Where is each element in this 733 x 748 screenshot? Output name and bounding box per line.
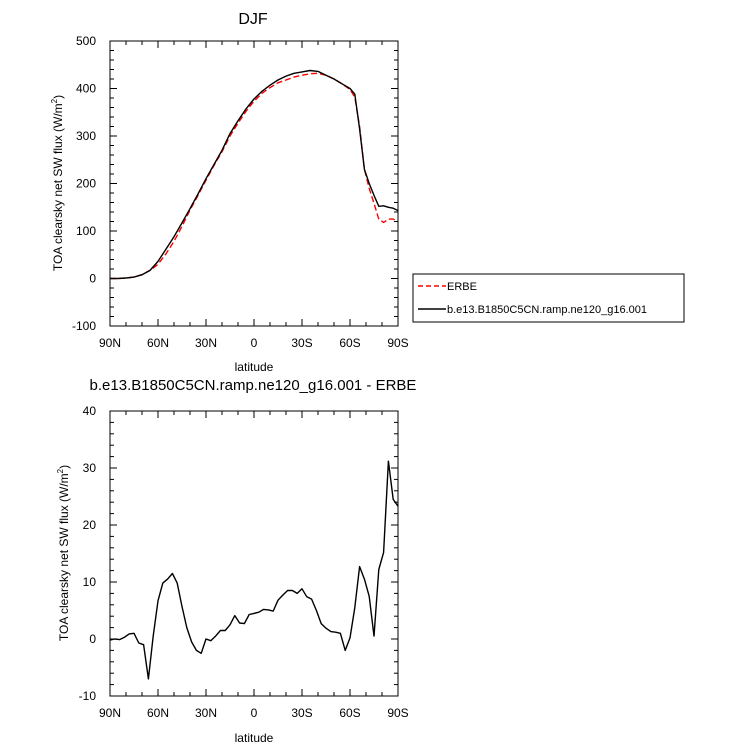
top-ylabel-sup: 2 bbox=[50, 98, 59, 103]
top-ytick-label: 200 bbox=[76, 177, 96, 191]
legend-label-model: b.e13.B1850C5CN.ramp.ne120_g16.001 bbox=[447, 304, 647, 316]
bottom-ylabel-main: TOA clearsky net SW flux (W/m bbox=[57, 473, 71, 641]
bottom-xtick-label: 0 bbox=[251, 706, 258, 720]
top-ytick-label: 0 bbox=[89, 272, 96, 286]
top-ytick-label: 100 bbox=[76, 224, 96, 238]
top-xtick-label: 90S bbox=[387, 336, 408, 350]
bottom-xtick-label: 90N bbox=[99, 706, 121, 720]
bottom-series-group bbox=[109, 460, 399, 680]
top-xlabel: latitude bbox=[235, 360, 274, 374]
top-ticks-group: 90N 60N 30N 0 30S 60S 90S -100 0 100 200 300 400 500 bbox=[72, 34, 409, 350]
bottom-xtick-label: 60N bbox=[147, 706, 169, 720]
bottom-ytick-label: 10 bbox=[83, 575, 97, 589]
legend: ERBE b.e13.B1850C5CN.ramp.ne120_g16.001 bbox=[412, 273, 685, 323]
bottom-xtick-label: 90S bbox=[387, 706, 408, 720]
legend-box bbox=[412, 273, 685, 323]
bottom-ylabel-sup: 2 bbox=[56, 468, 65, 473]
top-ytick-label: 500 bbox=[76, 34, 96, 48]
top-series-line-1 bbox=[110, 69, 399, 280]
top-title: DJF bbox=[238, 11, 268, 28]
bottom-xtick-label: 60S bbox=[339, 706, 360, 720]
top-xtick-label: 60S bbox=[339, 336, 360, 350]
legend-label-erbe: ERBE bbox=[447, 281, 477, 293]
bottom-xtick-label: 30S bbox=[291, 706, 312, 720]
top-plot-frame bbox=[109, 40, 399, 327]
bottom-xlabel: latitude bbox=[235, 731, 274, 745]
top-ylabel: TOA clearsky net SW flux (W/m2) bbox=[50, 95, 65, 271]
top-xtick-label: 60N bbox=[147, 336, 169, 350]
bottom-ytick-label: 40 bbox=[83, 404, 97, 418]
top-xtick-label: 30N bbox=[195, 336, 217, 350]
top-ytick-label: 300 bbox=[76, 129, 96, 143]
bottom-xtick-label: 30N bbox=[195, 706, 217, 720]
top-ylabel-main: TOA clearsky net SW flux (W/m bbox=[51, 103, 65, 271]
bottom-series-line-0 bbox=[109, 460, 399, 680]
top-panel: DJF 90N 60N 30N 0 30S 60S 90S -100 0 100 200 300 400… bbox=[50, 11, 409, 374]
bottom-ylabel-close: ) bbox=[57, 465, 71, 469]
top-ytick-label: 400 bbox=[76, 82, 96, 96]
bottom-ytick-label: 20 bbox=[83, 518, 97, 532]
bottom-ytick-label: 0 bbox=[89, 632, 96, 646]
bottom-panel: b.e13.B1850C5CN.ramp.ne120_g16.001 - ERB… bbox=[56, 377, 416, 745]
bottom-plot-frame bbox=[109, 410, 399, 697]
bottom-title: b.e13.B1850C5CN.ramp.ne120_g16.001 - ERB… bbox=[90, 377, 417, 394]
bottom-ylabel: TOA clearsky net SW flux (W/m2) bbox=[56, 465, 71, 641]
bottom-ticks-group: 90N 60N 30N 0 30S 60S 90S -10 0 10 20 30 40 bbox=[79, 404, 409, 720]
top-xtick-label: 0 bbox=[251, 336, 258, 350]
bottom-ytick-label: 30 bbox=[83, 461, 97, 475]
top-series-group bbox=[110, 69, 399, 280]
top-xtick-label: 30S bbox=[291, 336, 312, 350]
top-ytick-label: -100 bbox=[72, 319, 96, 333]
top-ylabel-close: ) bbox=[51, 95, 65, 99]
top-xtick-label: 90N bbox=[99, 336, 121, 350]
bottom-ytick-label: -10 bbox=[79, 689, 97, 703]
top-series-line-0 bbox=[110, 72, 399, 280]
